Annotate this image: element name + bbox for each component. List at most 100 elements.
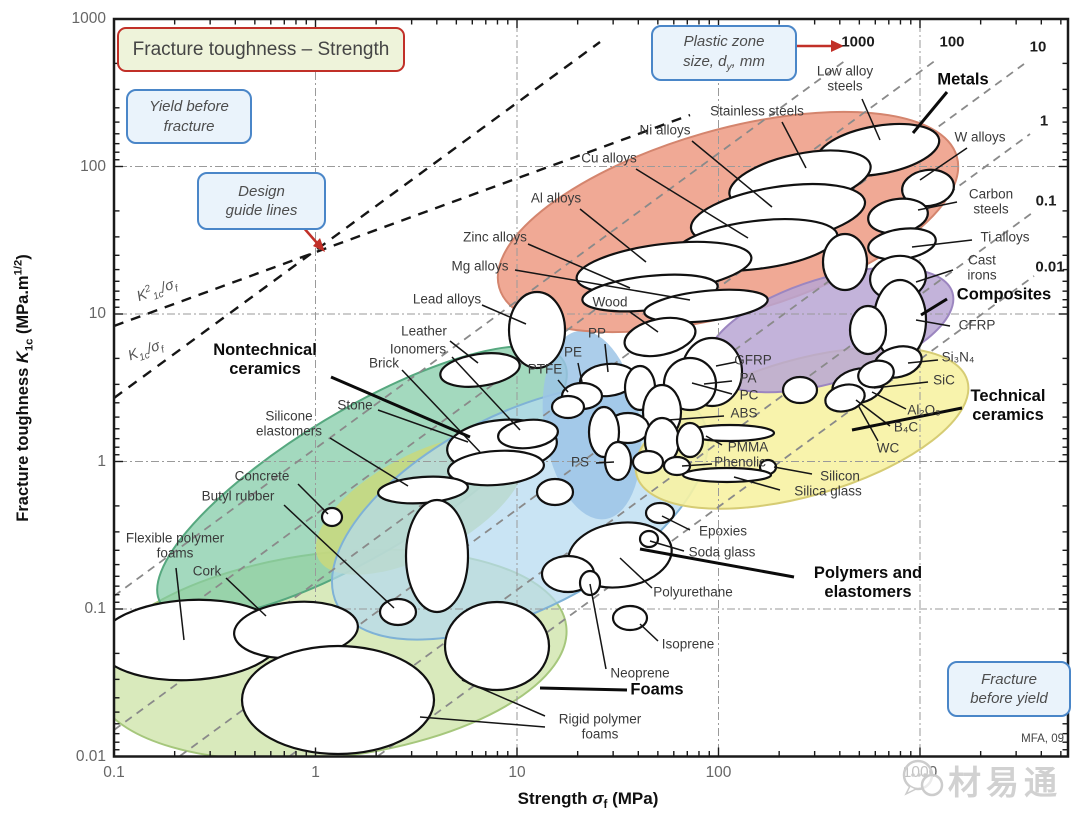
leader-cu_alloys [635,168,749,239]
leader-gfrp [715,361,737,367]
material-bubble [443,600,551,692]
leader-al2o3 [871,391,907,410]
d-symbol: d [718,52,727,70]
material-bubble [675,421,705,459]
leader-butyl_rubber [283,504,395,609]
x-axis-title: Strength σf (MPa) [518,789,659,811]
plastic-arrow-head [831,40,844,52]
leader-pp [604,343,609,373]
callout-line: Design [238,182,285,200]
material-bubble [901,168,955,208]
leader-pa [703,380,733,385]
leader-flexible_polymer_foams [175,567,185,641]
plastic-zone-callout: Plastic zone size, dy, mm [651,25,797,81]
material-bubble [681,466,773,484]
leader-silicon [773,466,813,475]
watermark: 材易通 [896,756,1062,804]
region-leader-metals [911,91,949,134]
callout-line: Fracture [981,670,1037,688]
region-leader-nontech_ceramics [330,375,471,439]
leader-phenolic [681,463,713,467]
d-subscript: y [726,61,732,73]
fracture-before-yield-callout: Fracture before yield [947,661,1071,717]
region-leader-foams [539,686,628,692]
leader-stainless_steels [781,121,807,169]
material-bubble [603,440,633,482]
material-bubble [611,604,649,632]
leader-pmma [705,435,723,446]
callout-line: fracture [163,117,215,135]
chart-title: Fracture toughness – Strength [132,38,390,60]
watermark-text: 材易通 [948,764,1062,801]
red-arrows [302,40,844,252]
material-bubble [781,375,819,405]
leader2-rigid_polymer_foams [419,716,546,728]
material-bubble [404,498,470,614]
chat-bubbles-icon [902,759,944,797]
leader-b4c [855,399,891,427]
leader-mg_alloys [514,269,691,301]
y-title-symbol: K [14,351,33,364]
y-title-subscript: 1c [23,338,36,352]
plot-frame-rect [112,17,1070,758]
y-title-text: (MPa.m [14,275,33,339]
leader-cast_irons [915,269,954,283]
leader-silicone_elastomers [329,437,409,487]
material-bubbles [114,122,955,756]
callout-line: before yield [970,690,1048,707]
material-bubble [447,449,545,487]
leader-si3n4 [907,359,939,364]
material-bubble [631,449,665,475]
material-bubble [848,304,888,356]
material-bubble [497,418,559,450]
design-guide-lines [113,41,691,399]
callout-text: size, [683,52,719,70]
contour-line [114,59,847,597]
material-bubble [378,597,418,627]
leader-silica_glass [733,476,781,491]
leader-leather [449,340,479,364]
leader-ptfe [557,379,569,393]
leader-polyurethane [619,557,653,589]
leader-brick [401,369,481,453]
material-bubble [439,352,521,388]
leader-stone [377,409,469,443]
material-bubble [507,290,567,370]
leader-neoprene [589,583,607,670]
leader-epoxies [661,515,691,531]
material-bubble [578,569,602,597]
region-leader-polymers [639,547,795,579]
design-arrow-head [313,238,325,252]
region-leader-tech_ceramics [851,406,963,432]
leader-lines [175,91,973,728]
leader-w_alloys [919,147,968,181]
leader-sic [873,381,929,389]
y-title-text: ) [14,254,33,260]
y-title-superscript: 1/2 [12,259,25,276]
callout-text: , mm [731,52,765,70]
x-title-text: Strength [517,788,593,808]
guide-line-k2-over-sigma [113,113,691,328]
y-title-text: Fracture toughness [14,363,33,522]
material-bubble [535,477,575,507]
leader-lead_alloys [481,304,527,325]
leader-zinc_alloys [527,243,631,289]
leader-cfrp [915,319,951,327]
yield-before-fracture-callout: Yield before fracture [126,89,252,144]
leader-wood [629,311,659,333]
material-bubble [377,475,469,505]
material-bubble [550,394,586,420]
material-bubble [638,529,660,549]
leader-concrete [297,483,329,515]
callout-line: Yield before [149,98,229,115]
callout-line: Plastic zone [683,33,765,51]
leader-pc [691,382,733,395]
material-bubble [240,644,436,756]
leader-soda_glass [649,540,685,552]
callout-line: size, dy, mm [653,52,795,74]
credit-label: MFA, 09 [1021,733,1064,745]
leader-rigid_polymer_foams [461,679,546,717]
leader-al_alloys [579,208,647,263]
